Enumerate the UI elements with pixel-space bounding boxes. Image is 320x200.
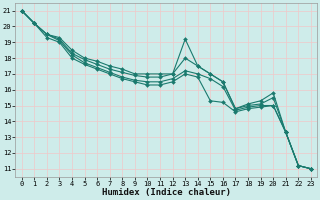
- X-axis label: Humidex (Indice chaleur): Humidex (Indice chaleur): [102, 188, 231, 197]
